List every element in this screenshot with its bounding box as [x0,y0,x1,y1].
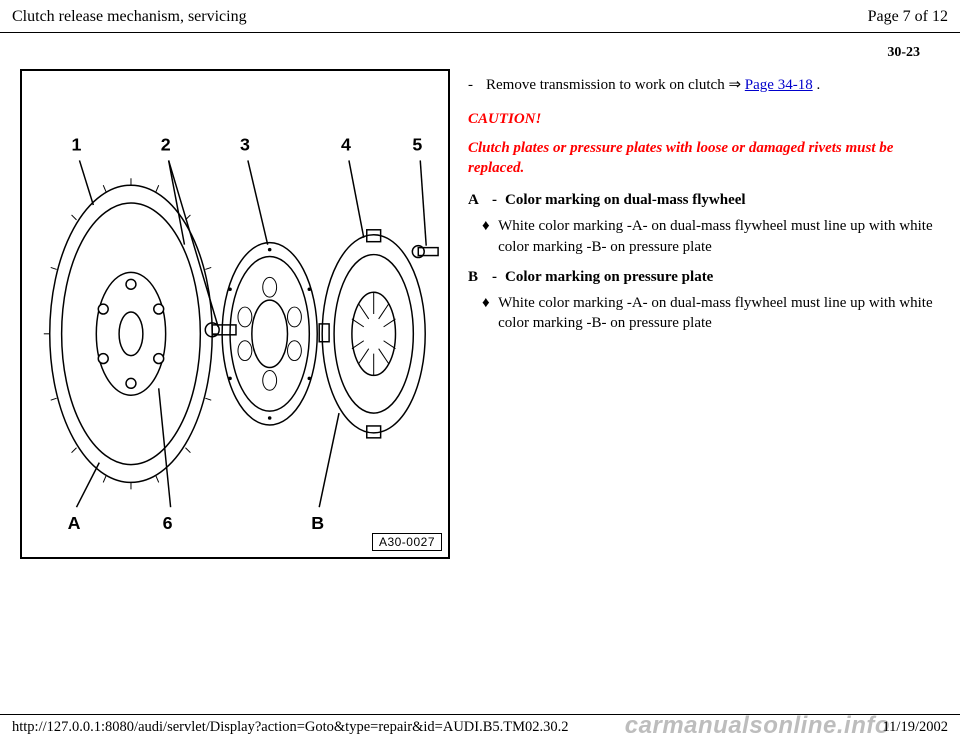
text-column: - Remove transmission to work on clutch … [468,69,940,559]
step-text-after: . [813,77,821,93]
item-A-bullet-text: White color marking -A- on dual-mass fly… [498,216,940,257]
header-page: Page 7 of 12 [868,8,948,26]
step-text-before: Remove transmission to work on clutch [486,77,728,93]
page-footer: http://127.0.0.1:8080/audi/servlet/Displ… [0,714,960,742]
link-page-34-18[interactable]: Page 34-18 [745,77,813,93]
figure-clutch-assembly: 1 2 3 4 5 A 6 B A30-0027 [20,69,450,559]
callout-2: 2 [161,135,171,155]
page-header: Clutch release mechanism, servicing Page… [0,0,960,33]
content-area: 30-23 [0,33,960,559]
item-B-title: Color marking on pressure plate [505,267,713,287]
bullet-icon: ♦ [482,216,490,257]
item-A-heading: A - Color marking on dual-mass flywheel [468,190,940,210]
callout-6: 6 [163,513,173,533]
caution-body: Clutch plates or pressure plates with lo… [468,138,940,179]
callout-3: 3 [240,135,250,155]
callout-5: 5 [412,135,422,155]
figure-id: A30-0027 [372,533,442,551]
footer-date: 11/19/2002 [882,719,948,736]
header-title: Clutch release mechanism, servicing [12,8,247,26]
item-A-title: Color marking on dual-mass flywheel [505,190,746,210]
callout-1: 1 [72,135,82,155]
footer-url: http://127.0.0.1:8080/audi/servlet/Displ… [12,719,569,736]
item-B-letter: B [468,267,484,287]
step-remove-transmission: - Remove transmission to work on clutch … [468,75,940,95]
item-B-bullet: ♦ White color marking -A- on dual-mass f… [482,293,940,334]
item-B-heading: B - Color marking on pressure plate [468,267,940,287]
item-A-letter: A [468,190,484,210]
caution-heading: CAUTION! [468,109,940,129]
step-dash: - [468,75,478,95]
bullet-icon: ♦ [482,293,490,334]
item-A-dash: - [492,190,497,210]
callout-4: 4 [341,135,351,155]
callout-B: B [311,513,324,533]
item-B-bullet-text: White color marking -A- on dual-mass fly… [498,293,940,334]
arrow-icon: ⇒ [728,77,741,93]
item-A-bullet: ♦ White color marking -A- on dual-mass f… [482,216,940,257]
section-number: 30-23 [20,45,940,61]
item-B-dash: - [492,267,497,287]
step-text: Remove transmission to work on clutch ⇒ … [486,75,940,95]
callout-A: A [68,513,81,533]
